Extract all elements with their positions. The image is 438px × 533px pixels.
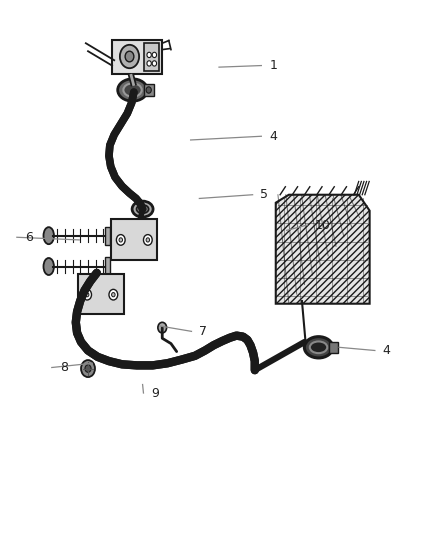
Ellipse shape <box>310 342 327 353</box>
Circle shape <box>152 61 156 66</box>
Circle shape <box>144 235 152 245</box>
Polygon shape <box>276 195 370 304</box>
FancyBboxPatch shape <box>105 227 110 245</box>
Circle shape <box>147 52 151 58</box>
Text: 5: 5 <box>261 188 268 201</box>
Ellipse shape <box>118 79 148 101</box>
Circle shape <box>152 52 156 58</box>
Circle shape <box>117 235 125 245</box>
FancyBboxPatch shape <box>112 39 162 74</box>
Text: 6: 6 <box>25 231 32 244</box>
FancyBboxPatch shape <box>78 274 124 314</box>
Circle shape <box>83 289 92 300</box>
FancyBboxPatch shape <box>105 257 110 276</box>
FancyBboxPatch shape <box>144 84 153 96</box>
Text: 10: 10 <box>315 219 331 231</box>
Text: 1: 1 <box>269 59 277 72</box>
FancyBboxPatch shape <box>329 342 338 353</box>
Ellipse shape <box>124 83 142 96</box>
FancyBboxPatch shape <box>144 43 159 71</box>
Circle shape <box>81 360 95 377</box>
Text: 9: 9 <box>151 386 159 400</box>
Circle shape <box>109 289 118 300</box>
Circle shape <box>125 51 134 62</box>
Circle shape <box>112 293 115 297</box>
Circle shape <box>146 238 150 242</box>
Ellipse shape <box>304 337 333 358</box>
Ellipse shape <box>43 227 54 244</box>
Ellipse shape <box>43 258 54 275</box>
Text: 4: 4 <box>383 344 391 357</box>
Text: 8: 8 <box>60 361 67 374</box>
Circle shape <box>146 87 151 93</box>
Circle shape <box>120 45 139 68</box>
Circle shape <box>147 61 151 66</box>
Text: 4: 4 <box>269 130 277 143</box>
Circle shape <box>85 365 91 372</box>
Circle shape <box>119 238 123 242</box>
Circle shape <box>85 293 89 297</box>
Ellipse shape <box>137 205 149 213</box>
Ellipse shape <box>132 201 153 217</box>
Text: 7: 7 <box>199 325 207 338</box>
FancyBboxPatch shape <box>111 219 157 260</box>
Circle shape <box>158 322 166 333</box>
